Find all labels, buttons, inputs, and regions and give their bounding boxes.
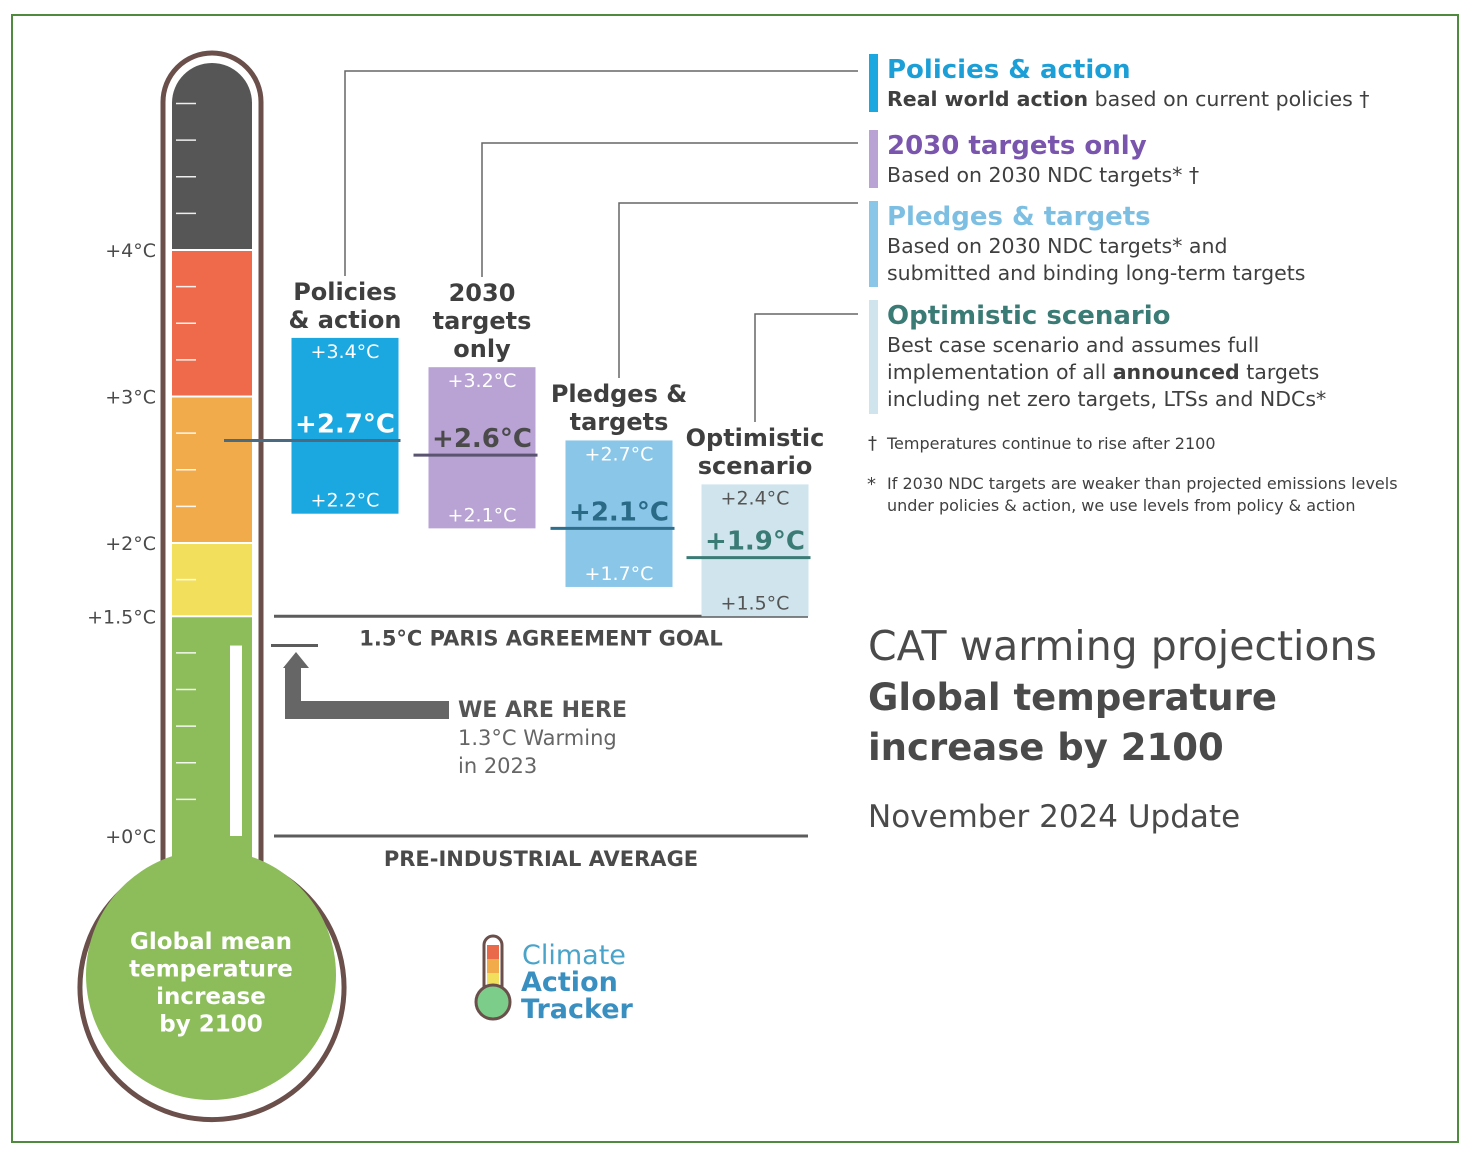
outer-frame [11, 14, 1459, 1143]
high-label: +2.7°C [585, 443, 654, 465]
heading-update: November 2024 Update [868, 799, 1240, 835]
median-label: +2.7°C [295, 409, 395, 439]
we-are-here-line1: 1.3°C Warming [458, 726, 617, 750]
bulb-label-line: increase [156, 984, 266, 1010]
legend-description-segment: Best case scenario and assumes full [887, 333, 1259, 357]
heading-line3: increase by 2100 [868, 726, 1224, 769]
legend-description: including net zero targets, LTSs and NDC… [887, 387, 1326, 411]
median-label: +1.9°C [705, 527, 805, 557]
scenario-name-line: Optimistic [686, 424, 825, 452]
low-label: +2.1°C [448, 504, 517, 526]
bulb-label-line: Global mean [130, 929, 292, 955]
bulb-label-line: temperature [129, 957, 293, 983]
heading-line1: CAT warming projections [868, 622, 1377, 670]
dagger-note: Temperatures continue to rise after 2100 [886, 434, 1216, 453]
scenario-name-line: 2030 [449, 279, 516, 307]
leader-line [344, 70, 858, 276]
high-label: +2.4°C [721, 487, 790, 509]
logo-thermometer-bulb [474, 983, 512, 1021]
tube-top-cap [172, 63, 252, 103]
legend-description: implementation of all announced targets [887, 360, 1319, 384]
low-label: +1.5°C [721, 592, 790, 614]
legend-swatch [869, 54, 878, 112]
scenario-name-line: only [453, 335, 511, 363]
we-are-here-title: WE ARE HERE [458, 698, 627, 723]
high-label: +3.2°C [448, 370, 517, 392]
legend-description-segment: based on current policies † [1088, 87, 1369, 111]
y-axis-ticks: +4°C +3°C +2°C +1.5°C +0°C [87, 240, 156, 848]
legend-description-segment: Based on 2030 NDC targets* and [887, 234, 1227, 258]
reference-lines: 1.5°C PARIS AGREEMENT GOAL PRE-INDUSTRIAL… [271, 614, 808, 871]
legend-description-segment: Real world action [887, 87, 1088, 111]
preindustrial-label: PRE-INDUSTRIAL AVERAGE [384, 847, 698, 871]
legend-description: Based on 2030 NDC targets* and [887, 234, 1227, 258]
heading-line2: Global temperature [868, 676, 1277, 719]
legend-swatch [869, 300, 878, 414]
y-tick-label: +2°C [105, 533, 156, 555]
logo-word-tracker: Tracker [521, 994, 634, 1025]
scenario-name-line: scenario [698, 452, 813, 480]
legend-title: Policies & action [887, 55, 1131, 85]
logo-band-yellow [487, 973, 499, 987]
legend-description-segment: including net zero targets, LTSs and NDC… [887, 387, 1326, 411]
scenario-name-line: targets [433, 307, 532, 335]
median-label: +2.1°C [569, 497, 669, 527]
scenario-bars: +3.4°C +2.2°C +2.7°C Policies& action +3.2°C… [224, 70, 858, 617]
bulb-label-line: by 2100 [159, 1012, 262, 1038]
y-tick-label: +4°C [105, 240, 156, 262]
legend-description: submitted and binding long-term targets [887, 261, 1305, 285]
legend-description-segment: announced [1113, 360, 1240, 384]
range-bar [701, 484, 809, 617]
legend-swatch [869, 201, 878, 287]
legend-description-segment: submitted and binding long-term targets [887, 261, 1305, 285]
legend-title: Pledges & targets [887, 202, 1151, 232]
thermometer-bulb [86, 850, 336, 1100]
legend-description-segment: targets [1240, 360, 1320, 384]
legend-description-segment: Based on 2030 NDC targets* † [887, 163, 1199, 187]
logo-band-red [487, 945, 499, 959]
range-bar [428, 367, 536, 529]
range-bar [565, 440, 673, 587]
range-bar [291, 337, 399, 514]
we-are-here-arrow [283, 652, 449, 719]
scenario-name-line: Policies [293, 278, 397, 306]
dagger-symbol: † [868, 433, 877, 454]
legend-swatch [869, 130, 878, 188]
y-tick-label: +1.5°C [87, 606, 156, 628]
star-symbol: * [867, 474, 876, 495]
logo-word-action: Action [521, 967, 618, 998]
legend-description: Real world action based on current polic… [887, 87, 1370, 111]
star-note-line1: If 2030 NDC targets are weaker than proj… [887, 474, 1398, 493]
heading: CAT warming projections Global temperatur… [868, 622, 1377, 835]
legend-title: 2030 targets only [887, 131, 1147, 161]
logo-band-orange [487, 959, 499, 973]
star-note-line2: under policies & action, we use levels f… [887, 496, 1355, 515]
median-label: +2.6°C [432, 424, 532, 454]
legend-description: Based on 2030 NDC targets* † [887, 163, 1199, 187]
legend-description: Best case scenario and assumes full [887, 333, 1259, 357]
low-label: +1.7°C [585, 563, 654, 585]
y-tick-label: +0°C [105, 826, 156, 848]
paris-goal-label: 1.5°C PARIS AGREEMENT GOAL [359, 626, 723, 650]
leader-line [481, 142, 858, 277]
scenario-name-line: & action [289, 306, 402, 334]
low-label: +2.2°C [311, 490, 380, 512]
legend-description-segment: implementation of all [887, 360, 1113, 384]
scenario-name-line: Pledges & [551, 380, 687, 408]
y-tick-label: +3°C [105, 387, 156, 409]
leader-line [754, 313, 858, 422]
current-warming-column [230, 645, 242, 836]
high-label: +3.4°C [311, 341, 380, 363]
legend-title: Optimistic scenario [887, 301, 1171, 331]
leader-line [618, 202, 858, 378]
scenario-name-line: targets [570, 408, 669, 436]
logo-word-climate: Climate [522, 940, 626, 971]
we-are-here-line2: in 2023 [458, 754, 537, 778]
